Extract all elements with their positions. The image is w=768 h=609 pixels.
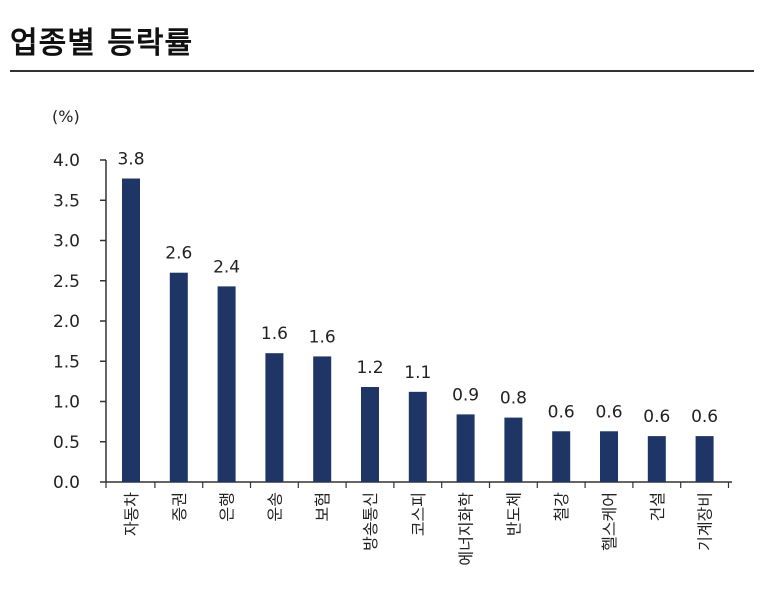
bar (313, 356, 332, 482)
category-label: 은행 (218, 492, 237, 521)
bar (265, 353, 284, 482)
y-tick-label: 3.5 (53, 191, 80, 211)
data-label: 0.6 (548, 402, 575, 422)
bar (408, 391, 427, 482)
category-label: 코스피 (409, 492, 428, 536)
bar (456, 414, 475, 482)
y-tick-label: 2.0 (53, 312, 80, 332)
category-label: 반도체 (504, 492, 523, 536)
bar (647, 436, 666, 482)
category-label: 에너지화학 (457, 492, 476, 566)
y-tick-label: 3.0 (53, 232, 80, 252)
category-label: 보험 (313, 492, 332, 521)
y-tick-label: 1.5 (53, 352, 80, 372)
category-label: 헬스케어 (600, 492, 619, 551)
bar (122, 178, 140, 482)
y-tick-label: 0.0 (53, 473, 80, 493)
category-label: 증권 (170, 492, 189, 521)
y-tick-label: 0.5 (53, 433, 80, 453)
title-divider (10, 70, 754, 72)
data-label: 0.6 (595, 402, 622, 422)
data-label: 1.2 (356, 358, 383, 378)
category-label: 건설 (648, 492, 667, 521)
data-label: 1.6 (309, 327, 336, 347)
category-label: 운송 (265, 492, 284, 521)
data-label: 1.1 (404, 363, 431, 383)
bar (504, 417, 523, 482)
bar (217, 286, 236, 482)
bar (361, 387, 379, 482)
category-label: 기계장비 (696, 492, 715, 551)
bar (695, 436, 714, 482)
category-label: 자동차 (122, 492, 141, 536)
y-tick-label: 2.5 (53, 272, 80, 292)
y-tick-label: 1.0 (53, 393, 80, 413)
data-label: 0.6 (691, 407, 718, 427)
data-label: 0.6 (643, 407, 670, 427)
y-unit-label: (%) (52, 107, 80, 126)
data-label: 1.6 (261, 324, 288, 344)
category-label: 방송통신 (361, 492, 380, 551)
chart-title: 업종별 등락률 (10, 26, 194, 61)
category-label: 철강 (552, 492, 571, 522)
data-label: 2.4 (213, 257, 240, 277)
data-label: 0.9 (452, 385, 479, 405)
data-label: 0.8 (500, 389, 527, 409)
data-label: 2.6 (165, 244, 192, 264)
y-tick-label: 4.0 (53, 151, 80, 171)
bar (552, 431, 571, 482)
bar (169, 272, 188, 482)
data-label: 3.8 (117, 150, 144, 170)
bar (600, 431, 618, 482)
